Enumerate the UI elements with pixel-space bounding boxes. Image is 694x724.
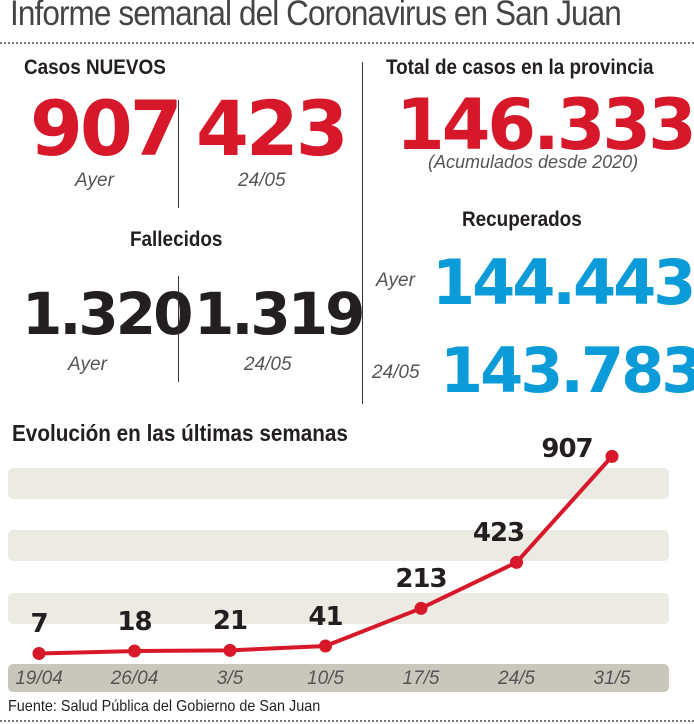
data-label: 213 <box>395 564 447 595</box>
divider <box>178 276 179 382</box>
data-point <box>128 644 141 658</box>
x-tick-label: 26/04 <box>110 668 159 689</box>
data-point <box>510 555 523 569</box>
data-label: 18 <box>117 607 152 638</box>
casos-nuevos-prev-label: 24/05 <box>238 170 286 191</box>
data-point <box>223 643 237 657</box>
data-point <box>319 639 332 653</box>
x-tick-label: 3/5 <box>216 668 244 689</box>
fallecidos-heading: Fallecidos <box>130 228 223 251</box>
grid-band <box>8 530 669 561</box>
data-label: 423 <box>472 518 525 549</box>
casos-nuevos-ayer-value: 907 <box>30 84 183 173</box>
fallecidos-ayer-label: Ayer <box>68 354 107 375</box>
recuperados-ayer-label: Ayer <box>376 270 415 291</box>
total-value: 146.333 <box>396 84 694 166</box>
x-tick-label: 24/5 <box>498 668 535 689</box>
divider <box>362 62 363 404</box>
data-label: 21 <box>212 606 248 637</box>
data-point <box>32 646 46 660</box>
data-point <box>605 449 619 463</box>
casos-nuevos-prev-value: 423 <box>196 84 349 173</box>
recuperados-prev-value: 143.783 <box>440 334 694 407</box>
fallecidos-prev-value: 1.319 <box>194 280 365 348</box>
x-axis-band <box>8 664 669 692</box>
data-label: 907 <box>541 434 593 465</box>
fallecidos-ayer-value: 1.320 <box>22 280 193 348</box>
data-label: 7 <box>30 609 48 640</box>
casos-nuevos-ayer-label: Ayer <box>75 170 114 191</box>
grid-band <box>8 468 669 499</box>
casos-nuevos-heading: Casos NUEVOS <box>24 56 166 79</box>
x-tick-label: 19/04 <box>15 668 63 689</box>
total-heading: Total de casos en la provincia <box>386 56 654 79</box>
divider <box>178 100 179 208</box>
divider <box>0 42 694 44</box>
divider <box>0 720 694 722</box>
chart-title: Evolución en las últimas semanas <box>12 420 348 446</box>
page-title: Informe semanal del Coronavirus en San J… <box>10 0 622 33</box>
recuperados-heading: Recuperados <box>462 208 582 231</box>
x-tick-label: 17/5 <box>402 668 440 689</box>
data-point <box>414 601 428 615</box>
total-note: (Acumulados desde 2020) <box>428 152 639 172</box>
recuperados-ayer-value: 144.443 <box>432 246 694 319</box>
x-tick-label: 31/5 <box>593 668 631 689</box>
source-note: Fuente: Salud Pública del Gobierno de Sa… <box>8 698 321 715</box>
x-tick-label: 10/5 <box>307 668 344 689</box>
recuperados-prev-label: 24/05 <box>372 362 420 383</box>
data-label: 41 <box>308 602 343 633</box>
grid-band <box>8 593 669 624</box>
fallecidos-prev-label: 24/05 <box>244 354 292 375</box>
